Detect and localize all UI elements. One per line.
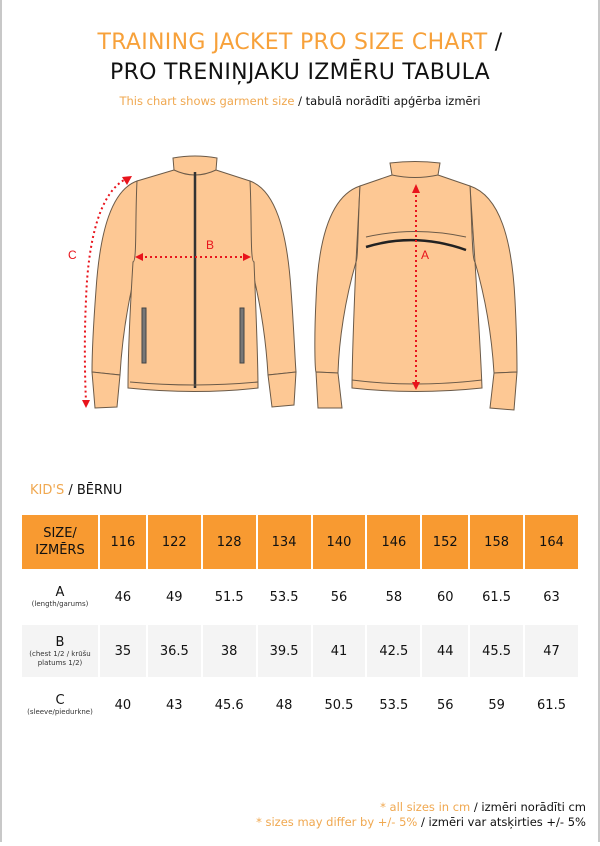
row-label: C (sleeve/piedurkne) [22,679,98,731]
table-cell: 42.5 [367,625,421,677]
table-cell: 45.5 [470,625,524,677]
table-cell: 59 [488,697,505,713]
table-cell: 45.6 [214,697,244,713]
table-cell: 63 [543,589,560,605]
title-latvian: PRO TRENIŅJAKU IZMĒRU TABULA [110,60,490,85]
table-cell: 53.5 [269,589,299,605]
size-header: 140 [312,515,366,569]
table-cell: 44 [422,625,469,677]
size-header: 134 [257,515,311,569]
footnote-tolerance: * sizes may differ by +/- 5% / izmēri va… [256,815,586,829]
size-header: 164 [525,515,578,569]
table-cell: 43 [166,697,183,713]
title-english: TRAINING JACKET PRO SIZE CHART / [0,30,600,55]
table-body: A (length/garums) 46 49 51.5 53.5 56 58 60 61.5 63… [22,571,578,731]
section-heading: KID'S / BĒRNU [30,483,122,498]
title-en-text: TRAINING JACKET PRO SIZE CHART [97,30,488,55]
row-label: B (chest 1/2 / krūšu platums 1/2) [22,625,98,677]
footnote-units-en: * all sizes in cm [380,800,471,814]
title-separator: / [487,30,503,55]
size-header: 158 [470,515,524,569]
table-cell: 53.5 [379,697,409,713]
size-header: 152 [422,515,469,569]
table-cell: 46 [114,589,132,605]
table-cell: 36.5 [147,625,201,677]
header-row: SIZE/IZMĒRS 116 122 128 134 140 146 152 … [22,515,578,569]
table-cell: 61.5 [482,589,512,605]
header-size-label: SIZE/IZMĒRS [22,515,98,569]
subtitle: This chart shows garment size / tabulā n… [0,94,600,108]
row-code: B [55,634,65,650]
section-en: KID'S [30,483,65,498]
table-cell: 61.5 [537,697,566,713]
table-cell: 49 [166,589,183,605]
table-cell: 48 [275,697,293,713]
measure-c-line [83,177,129,403]
size-header: 116 [100,515,146,569]
size-header: 128 [202,515,256,569]
row-label: A (length/garums) [22,571,98,623]
footnote-units: * all sizes in cm / izmēri norādīti cm [380,800,586,814]
table-cell: 51.5 [214,589,244,605]
table-cell: 56 [330,589,348,605]
row-note: (sleeve/piedurkne) [27,708,93,716]
row-note: (length/garums) [31,600,89,608]
subtitle-lv: / tabulā norādīti apģērba izmēri [294,94,481,108]
table-cell: 50.5 [324,697,354,713]
jacket-front [91,155,297,409]
table-cell: 41 [312,625,366,677]
table-cell: 39.5 [257,625,311,677]
row-code: C [55,693,65,708]
size-header: 122 [147,515,201,569]
table-cell: 58 [385,589,403,605]
measure-arrows [82,176,420,408]
table-row: A (length/garums) 46 49 51.5 53.5 56 58 60 61.5 63 [22,571,578,623]
label-a: A [421,248,429,262]
table-cell: 38 [202,625,256,677]
table-row: B (chest 1/2 / krūšu platums 1/2) 35 36.5 38… [22,625,578,677]
label-c: C [68,248,77,262]
footnote-tolerance-en: * sizes may differ by +/- 5% [256,815,418,829]
table-cell: 40 [114,697,132,713]
row-note: (chest 1/2 / krūšu platums 1/2) [29,649,91,667]
row-code: A [55,585,65,600]
table-cell: 47 [525,625,578,677]
table-cell: 35 [100,625,146,677]
table-cell: 60 [436,589,454,605]
header-label-en: SIZE/ [43,526,77,541]
header-label-lv: IZMĒRS [35,543,85,558]
size-header: 146 [367,515,421,569]
footnote-tolerance-lv: / izmēri var atsķirties +/- 5% [417,815,586,829]
footnote-units-lv: / izmēri norādīti cm [470,800,586,814]
label-b: B [206,238,214,252]
table-cell: 56 [436,697,454,713]
section-lv: / BĒRNU [64,483,123,498]
jacket-diagram: C B A [68,155,518,411]
table-row: C (sleeve/piedurkne) 40 43 45.6 48 50.5 53.5 56 5… [22,679,578,731]
size-table: SIZE/IZMĒRS 116 122 128 134 140 146 152 … [20,513,580,733]
subtitle-en: This chart shows garment size [119,94,295,108]
measure-lines [83,177,417,403]
